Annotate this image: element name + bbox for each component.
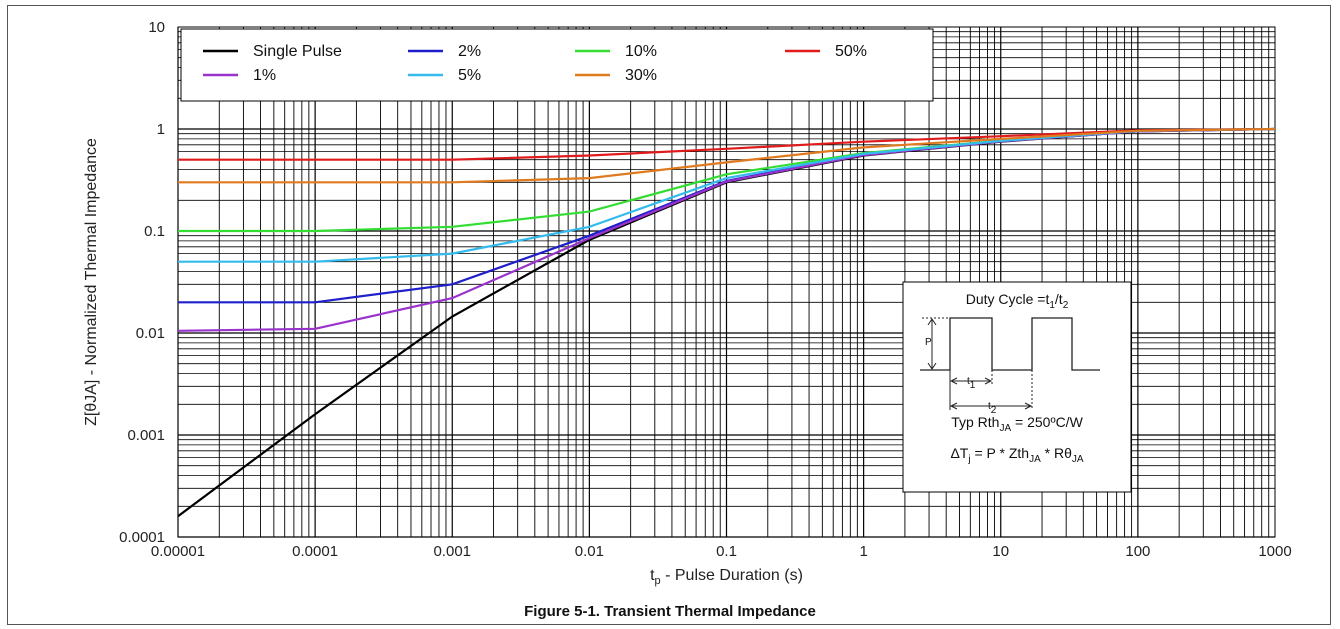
duty-cycle-label: Duty Cycle =t1/t2 <box>966 291 1069 311</box>
x-tick-label: 0.001 <box>433 543 471 560</box>
y-tick-label: 0.001 <box>127 427 165 444</box>
y-tick-label: 1 <box>157 121 165 138</box>
x-tick-label: 100 <box>1125 543 1150 560</box>
inset-box <box>902 281 1132 493</box>
figure-frame <box>7 5 1331 625</box>
legend-label: 2% <box>458 43 481 60</box>
t1-label: t1 <box>967 376 976 391</box>
legend-label: 10% <box>625 43 657 60</box>
x-tick-label: 0.00001 <box>151 543 205 560</box>
legend-label: 30% <box>625 67 657 84</box>
chart-legend: Single Pulse 2% 10% 50% 1% 5% 30% <box>180 28 934 102</box>
series-line-30- <box>178 127 1276 184</box>
delta-t-equation: ΔTj = P * ZthJA * RθJA <box>950 445 1083 465</box>
legend-label: 5% <box>458 67 481 84</box>
pulse-waveform <box>920 317 1100 371</box>
y-axis-label: Z[θJA] - Normalized Thermal Impedance <box>83 138 100 426</box>
legend-label: 1% <box>253 67 276 84</box>
x-tick-label: 0.01 <box>575 543 604 560</box>
rth-label: Typ RthJA = 250ºC/W <box>951 414 1083 434</box>
y-tick-label: 0.0001 <box>119 529 165 546</box>
legend-label: 50% <box>835 43 867 60</box>
figure-caption: Figure 5-1. Transient Thermal Impedance <box>524 603 816 620</box>
series-line-50- <box>178 127 1276 161</box>
x-tick-label: 0.0001 <box>292 543 338 560</box>
y-tick-label: 0.01 <box>136 325 165 342</box>
x-tick-label: 0.1 <box>716 543 737 560</box>
chart-ticks: 0.00001 0.0001 0.001 0.01 0.1 1 10 100 10000.000… <box>119 19 1292 560</box>
y-tick-label: 0.1 <box>144 223 165 240</box>
x-axis-label: tp - Pulse Duration (s) <box>650 567 803 587</box>
p-label: P <box>925 337 932 348</box>
arrowheads <box>949 377 1033 410</box>
x-tick-label: 1000 <box>1258 543 1291 560</box>
t2-label: t2 <box>988 401 997 416</box>
legend-box <box>180 28 934 102</box>
chart-series <box>177 127 1276 518</box>
p-arrowheads <box>927 318 937 370</box>
x-tick-label: 1 <box>859 543 867 560</box>
legend-label: Single Pulse <box>253 43 342 60</box>
y-tick-label: 10 <box>148 19 165 36</box>
x-tick-label: 10 <box>992 543 1009 560</box>
